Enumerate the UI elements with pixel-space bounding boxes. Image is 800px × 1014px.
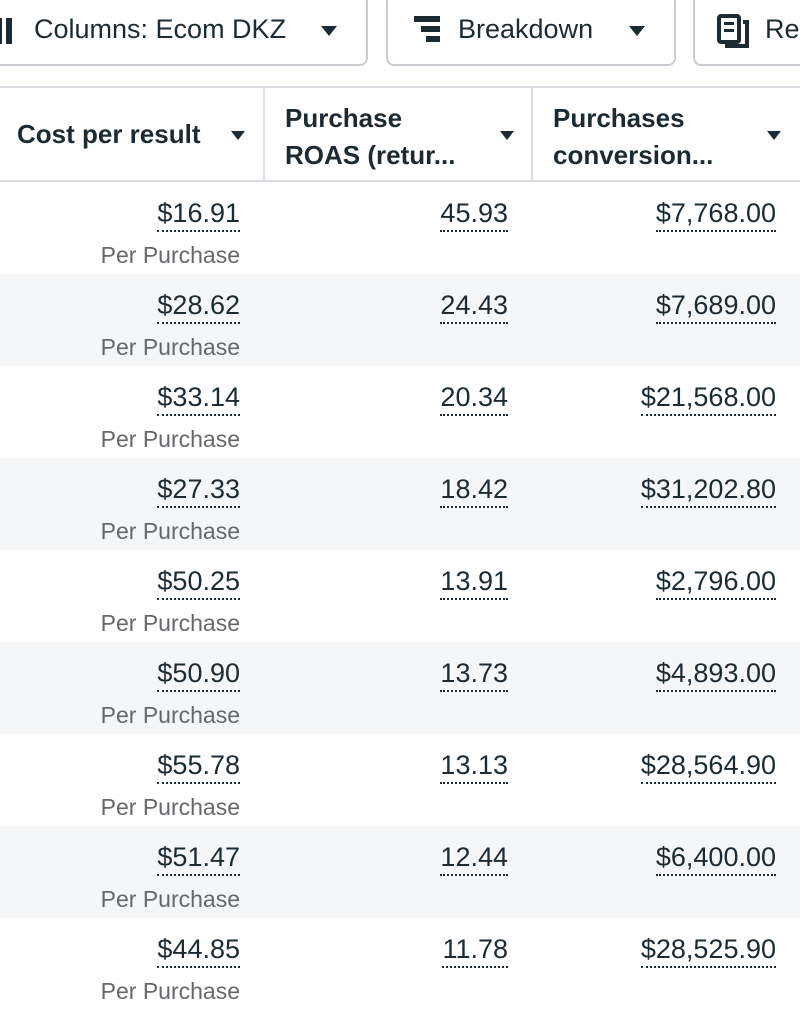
result-type: Per Purchase	[100, 426, 240, 452]
conversion-value[interactable]: $2,796.00	[655, 564, 776, 600]
dropdown-caret	[321, 26, 337, 36]
cost-per-result[interactable]: $50.90	[157, 656, 240, 692]
conversion-value[interactable]: $31,202.80	[640, 472, 776, 508]
table-row: $55.78 Per Purchase 13.13 $28,564.90	[0, 734, 800, 826]
header-cell[interactable]: Cost per result	[0, 88, 263, 180]
conversion-value[interactable]: $6,400.00	[655, 840, 776, 876]
header-cell[interactable]: Purchases conversion...	[531, 88, 800, 180]
purchase-roas[interactable]: 45.93	[440, 196, 508, 232]
conversion-value[interactable]: $28,525.90	[640, 932, 776, 968]
conversion-value[interactable]: $7,689.00	[655, 288, 776, 324]
sort-caret	[767, 131, 781, 140]
purchase-roas[interactable]: 13.13	[440, 748, 508, 784]
result-type: Per Purchase	[100, 610, 240, 636]
result-type: Per Purchase	[100, 978, 240, 1004]
reports-icon	[717, 14, 749, 48]
sort-caret	[231, 131, 245, 140]
conversion-value[interactable]: $4,893.00	[655, 656, 776, 692]
purchase-roas[interactable]: 11.78	[442, 932, 508, 968]
table-row: $27.33 Per Purchase 18.42 $31,202.80	[0, 458, 800, 550]
columns-button[interactable]: Columns: Ecom DKZ	[0, 0, 368, 66]
table-body: $16.91 Per Purchase 45.93 $7,768.00 $28.62 Pe…	[0, 182, 800, 1014]
table-header: Cost per result Purchase ROAS (retur... …	[0, 86, 800, 182]
result-type: Per Purchase	[100, 702, 240, 728]
cost-per-result[interactable]: $50.25	[157, 564, 240, 600]
reports-button[interactable]: Re	[693, 0, 800, 66]
cost-per-result[interactable]: $27.33	[157, 472, 240, 508]
cost-per-result[interactable]: $16.91	[157, 196, 240, 232]
purchase-roas[interactable]: 12.44	[440, 840, 508, 876]
result-type: Per Purchase	[100, 518, 240, 544]
table-row: $28.62 Per Purchase 24.43 $7,689.00	[0, 274, 800, 366]
column-title: Purchases conversion...	[553, 103, 714, 170]
columns-icon	[0, 18, 12, 44]
table-row: $16.91 Per Purchase 45.93 $7,768.00	[0, 182, 800, 274]
button-label: Breakdown	[458, 14, 594, 44]
button-label: Columns: Ecom DKZ	[34, 14, 287, 44]
conversion-value[interactable]: $21,568.00	[640, 380, 776, 416]
breakdown-icon	[414, 16, 440, 42]
purchase-roas[interactable]: 24.43	[440, 288, 508, 324]
cost-per-result[interactable]: $33.14	[157, 380, 240, 416]
table-row: $50.90 Per Purchase 13.73 $4,893.00	[0, 642, 800, 734]
cost-per-result[interactable]: $51.47	[157, 840, 240, 876]
conversion-value[interactable]: $28,564.90	[640, 748, 776, 784]
table-row: $50.25 Per Purchase 13.91 $2,796.00	[0, 550, 800, 642]
sort-caret	[500, 131, 514, 140]
result-type: Per Purchase	[100, 242, 240, 268]
result-type: Per Purchase	[100, 886, 240, 912]
purchase-roas[interactable]: 13.91	[440, 564, 508, 600]
cost-per-result[interactable]: $55.78	[157, 748, 240, 784]
toolbar: Columns: Ecom DKZ Breakdown Re	[0, 0, 800, 70]
result-type: Per Purchase	[100, 334, 240, 360]
result-type: Per Purchase	[100, 794, 240, 820]
breakdown-button[interactable]: Breakdown	[386, 0, 676, 66]
dropdown-caret	[629, 26, 645, 36]
column-title: Purchase ROAS (retur...	[285, 103, 456, 170]
cost-per-result[interactable]: $44.85	[157, 932, 240, 968]
purchase-roas[interactable]: 18.42	[440, 472, 508, 508]
table-row: $51.47 Per Purchase 12.44 $6,400.00	[0, 826, 800, 918]
header-cell[interactable]: Purchase ROAS (retur...	[263, 88, 531, 180]
purchase-roas[interactable]: 20.34	[440, 380, 508, 416]
cost-per-result[interactable]: $28.62	[157, 288, 240, 324]
purchase-roas[interactable]: 13.73	[440, 656, 508, 692]
conversion-value[interactable]: $7,768.00	[655, 196, 776, 232]
column-title: Cost per result	[17, 119, 201, 149]
table-row: $44.85 Per Purchase 11.78 $28,525.90	[0, 918, 800, 1010]
table-row: $33.14 Per Purchase 20.34 $21,568.00	[0, 366, 800, 458]
button-label: Re	[765, 14, 800, 44]
